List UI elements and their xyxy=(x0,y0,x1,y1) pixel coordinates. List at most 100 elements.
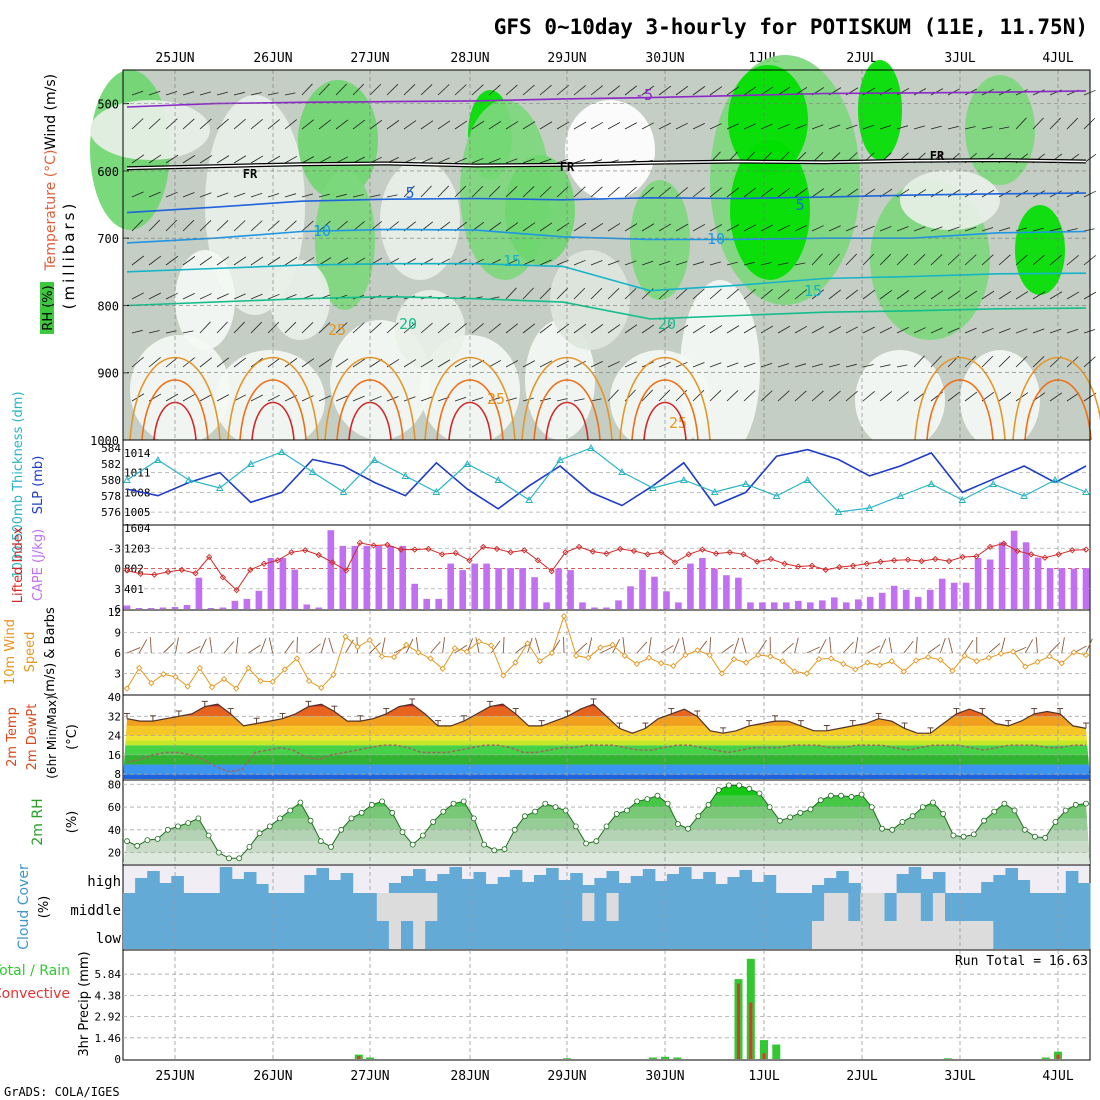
cloud-middle-cell xyxy=(376,893,390,921)
cloud-high-cell xyxy=(413,869,426,893)
rh-point xyxy=(307,817,314,824)
precip-total-bar xyxy=(661,1056,669,1059)
wind-speed-point xyxy=(208,684,216,691)
wind-barb xyxy=(148,255,162,266)
wind-barb xyxy=(948,637,953,654)
wind-speed-point xyxy=(791,668,798,675)
wind-barb xyxy=(794,637,799,654)
cape-bar xyxy=(926,589,934,609)
wind-barb xyxy=(828,363,840,368)
wind-speed-point xyxy=(633,660,640,668)
lifted-index-point xyxy=(904,556,912,563)
wind-barb xyxy=(658,260,671,266)
thickness-point xyxy=(339,487,348,495)
cloud-high-cell xyxy=(558,880,571,893)
wind-barb xyxy=(573,360,586,368)
wind-barb xyxy=(352,194,364,198)
cloud-low-cell xyxy=(860,921,873,949)
wind-barb xyxy=(420,396,433,402)
wind-barb xyxy=(930,355,942,368)
cloud-low-cell xyxy=(1077,921,1091,949)
wind-barb xyxy=(454,359,468,368)
wind-speed-point xyxy=(318,684,325,691)
cape-bar xyxy=(435,598,442,609)
rh-shade-region xyxy=(298,80,378,200)
wind-barb xyxy=(556,186,569,198)
rh-point xyxy=(226,855,232,862)
wind-barb xyxy=(590,287,603,300)
wind-barb xyxy=(743,390,756,402)
rh-shade-region xyxy=(175,250,235,350)
lifted-index-point xyxy=(1000,540,1007,547)
wind-barb xyxy=(607,260,620,266)
wind-barb xyxy=(1015,117,1027,130)
isotherm-line xyxy=(126,262,1087,292)
thickness-point xyxy=(277,447,286,455)
wind-speed-point xyxy=(330,671,337,679)
wind-barb xyxy=(539,397,551,402)
wind-speed-point xyxy=(937,656,944,663)
tick-label: 1005 xyxy=(124,506,151,519)
cloud-low-cell xyxy=(993,921,1006,949)
wind-barb xyxy=(709,187,723,198)
cape-bar xyxy=(771,602,778,609)
cloud-middle-cell xyxy=(364,893,378,921)
date-label: 27JUN xyxy=(350,51,389,66)
date-label: 25JUN xyxy=(155,51,194,66)
wind-barb xyxy=(539,360,553,368)
wind-barb xyxy=(675,324,689,334)
cloud-middle-cell xyxy=(654,893,668,921)
wind-speed-point xyxy=(803,670,810,677)
wind-barb xyxy=(539,158,552,164)
wind-barb xyxy=(845,188,859,198)
cape-bar xyxy=(423,598,430,609)
isotherm-label: 5 xyxy=(405,184,414,202)
rh-point xyxy=(603,823,610,830)
wind-barb xyxy=(675,261,688,266)
wind-barb xyxy=(318,83,330,96)
lifted-index-point xyxy=(849,562,857,569)
cloud-low-cell xyxy=(231,921,245,949)
isotherm-label: 10 xyxy=(313,222,331,240)
wind-barb xyxy=(862,253,875,266)
wind-barb xyxy=(335,358,349,368)
wind-barb xyxy=(641,85,655,96)
thickness-point xyxy=(587,443,595,451)
cloud-high-cell xyxy=(546,868,559,893)
isotherm-label: 20 xyxy=(399,315,417,333)
wind-barb xyxy=(939,637,946,654)
wind-barb xyxy=(403,185,415,198)
wind-barb xyxy=(165,393,179,402)
wind-barb xyxy=(1015,227,1027,232)
wind-barb xyxy=(913,327,926,334)
rh-point xyxy=(277,815,283,822)
cloud-low-cell xyxy=(594,921,607,949)
wind-barb xyxy=(216,155,230,164)
lifted-index-point xyxy=(452,549,459,557)
cape-bar xyxy=(387,545,394,609)
tick-label: 401 xyxy=(124,583,144,596)
wind-barb xyxy=(692,223,706,232)
wind-speed-point xyxy=(718,670,725,677)
wind-barb xyxy=(260,638,267,654)
lifted-index-point xyxy=(438,551,446,558)
wind-barb xyxy=(636,641,648,654)
wind-barb xyxy=(675,223,689,232)
wind-barb xyxy=(829,637,832,654)
cloud-middle-cell xyxy=(304,893,317,921)
wind-barb xyxy=(1049,227,1061,232)
wind-barb xyxy=(641,122,655,130)
wind-barb xyxy=(131,292,145,300)
wind-barb xyxy=(216,256,230,266)
rh-shade-region xyxy=(858,60,902,160)
wind-barb xyxy=(1015,328,1028,334)
cloud-middle-cell xyxy=(388,893,402,921)
cape-bar xyxy=(998,542,1006,609)
slp-axis-label: SLP (mb) xyxy=(31,456,46,515)
date-label: 4JUL xyxy=(1042,51,1073,66)
wind-barb xyxy=(420,322,433,334)
cape-bar xyxy=(459,570,466,609)
wind-barb xyxy=(573,121,587,130)
wind-barb xyxy=(308,643,321,654)
wind-speed-point xyxy=(281,666,288,673)
